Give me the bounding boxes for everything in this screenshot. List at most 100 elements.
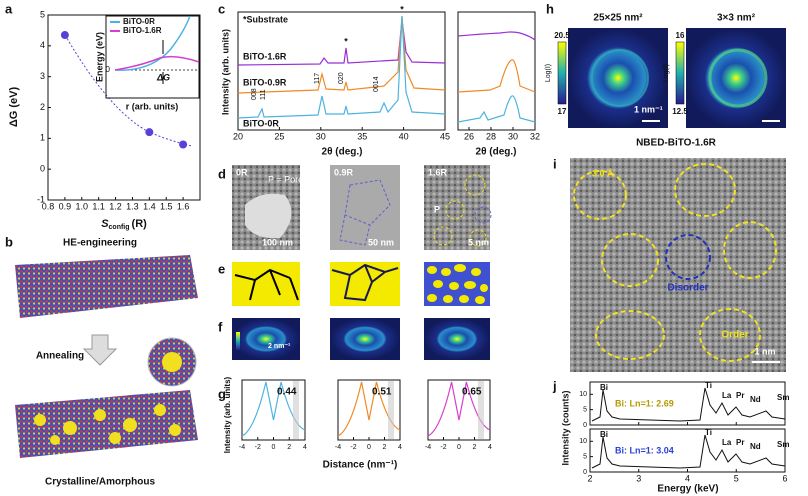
element-label: La bbox=[722, 391, 732, 400]
element-label: Pr bbox=[736, 438, 744, 447]
y-tick-label: 5 bbox=[583, 453, 587, 460]
x-tick-label: 1.2 bbox=[109, 201, 122, 211]
inset-curve bbox=[114, 15, 191, 71]
x-tick-label: -4 bbox=[335, 444, 341, 451]
x-tick-label: 25 bbox=[274, 131, 284, 141]
image-label: 1.6R bbox=[428, 167, 448, 177]
x-tick-label: 2 bbox=[287, 444, 291, 451]
image-title: 25×25 nm² bbox=[593, 13, 643, 24]
arrow bbox=[82, 334, 118, 366]
panel-label: c bbox=[218, 1, 225, 16]
value-label: 0.44 bbox=[277, 387, 297, 398]
panel-e bbox=[232, 262, 490, 306]
shade bbox=[388, 381, 394, 439]
x-tick-label: 1.4 bbox=[143, 201, 156, 211]
y-tick-label: 0 bbox=[583, 422, 587, 429]
xrd-curve bbox=[237, 15, 446, 119]
y-axis-label: Intensity (counts) bbox=[560, 390, 570, 465]
element-label: Ti bbox=[705, 381, 712, 390]
x-tick-label: 45 bbox=[440, 131, 450, 141]
annotation: Disorder bbox=[667, 283, 708, 294]
panel-i: 3.0 Å Disorder Order 1 nm bbox=[570, 158, 786, 372]
panel-label: b bbox=[5, 234, 13, 249]
star: * bbox=[400, 4, 404, 14]
panel-label: j bbox=[552, 378, 557, 393]
eds-spectrum bbox=[591, 387, 786, 422]
colorbar bbox=[557, 41, 567, 105]
x-tick-label: 0 bbox=[272, 444, 276, 451]
diffraction-image bbox=[330, 318, 400, 360]
element-label: Nd bbox=[750, 395, 761, 404]
tem-image bbox=[330, 165, 400, 250]
panel-d: 0R P = Pore 100 nm 0.9R 50 nm 1.6R P 5 n… bbox=[232, 165, 492, 250]
x-tick-label: 4 bbox=[398, 444, 402, 451]
x-tick-label: 6 bbox=[782, 473, 787, 483]
plot-frame bbox=[237, 11, 446, 131]
x-axis-label: Sconfig (R) bbox=[101, 218, 147, 231]
panel-b: HE-engineering Annealing Crystalline/Amo… bbox=[15, 238, 198, 488]
panel-g: Intensity (arb. units) Distance (nm⁻¹) 0… bbox=[223, 376, 491, 471]
curve-label: BiTO-0.9R bbox=[243, 77, 287, 87]
panel-label: g bbox=[218, 386, 226, 401]
x-tick-label: 2 bbox=[587, 473, 592, 483]
nbed-image bbox=[568, 28, 668, 128]
panel-c: *Substrate BiTO-1.6R BiTO-0.9R BiTO-0R 0… bbox=[220, 4, 536, 158]
crystals bbox=[34, 404, 181, 445]
element-label: Ti bbox=[705, 428, 712, 437]
label: Crystalline/Amorphous bbox=[45, 477, 155, 488]
x-tick-label: 1.5 bbox=[160, 201, 173, 211]
slab bbox=[15, 255, 198, 318]
plot-frame bbox=[457, 11, 536, 131]
grain bbox=[245, 193, 292, 239]
colorbar bbox=[236, 332, 240, 350]
x-axis-label: 2θ (deg.) bbox=[476, 147, 517, 158]
diffraction-image bbox=[232, 318, 300, 360]
legend-note: *Substrate bbox=[243, 14, 288, 24]
peak-label: 008 bbox=[251, 88, 258, 100]
y-tick-label: 4 bbox=[40, 40, 45, 50]
scale-label: 1 nm bbox=[754, 346, 775, 356]
inset-frame bbox=[105, 15, 200, 99]
legend-label: BiTO-1.6R bbox=[123, 26, 162, 35]
colorbar-label: Log(I) bbox=[545, 64, 552, 82]
x-tick-label: 1.3 bbox=[126, 201, 139, 211]
colorbar bbox=[675, 41, 685, 105]
x-tick-label: -2 bbox=[255, 444, 261, 451]
peak-label: 111 bbox=[260, 89, 267, 100]
x-tick-label: -2 bbox=[350, 444, 356, 451]
tem-image bbox=[424, 165, 490, 250]
x-tick-label: 0 bbox=[457, 444, 461, 451]
curve-label: BiTO-1.6R bbox=[243, 51, 287, 61]
element-label: Nd bbox=[750, 442, 761, 451]
label: HE-engineering bbox=[63, 238, 137, 249]
crystal bbox=[162, 352, 182, 372]
panel-label: i bbox=[553, 156, 557, 171]
grains bbox=[427, 264, 488, 304]
x-axis-label: Distance (nm⁻¹) bbox=[323, 460, 398, 471]
x-tick-label: 1.1 bbox=[92, 201, 105, 211]
peak-label: 0014 bbox=[373, 76, 380, 92]
inset-curve bbox=[114, 55, 200, 71]
y-tick-label: 5 bbox=[583, 406, 587, 413]
element-label: Sm bbox=[777, 393, 789, 402]
element-label: La bbox=[722, 438, 732, 447]
colorbar-tick: 12.5 bbox=[672, 107, 688, 116]
grain-circle bbox=[474, 206, 492, 224]
legend-label: BiTO-0R bbox=[123, 17, 155, 26]
xrd-curve bbox=[237, 15, 446, 94]
annotation: 3.0 Å bbox=[592, 168, 614, 178]
x-tick-label: 28 bbox=[486, 131, 496, 141]
schematic bbox=[232, 262, 300, 306]
x-tick-label: 1.0 bbox=[76, 201, 89, 211]
ratio-label: Bi: Ln=1: 2.69 bbox=[615, 398, 674, 408]
y-tick-label: 1 bbox=[40, 133, 45, 143]
ratio-label: Bi: Ln=1: 3.04 bbox=[615, 445, 674, 455]
x-tick-label: 4 bbox=[685, 473, 690, 483]
x-axis-label-sub: config bbox=[109, 224, 130, 231]
colorbar-tick: 17 bbox=[558, 107, 567, 116]
y-tick-label: 10 bbox=[579, 391, 587, 398]
y-tick-label: -1 bbox=[37, 194, 45, 204]
caption: NBED-BiTO-1.6R bbox=[636, 138, 717, 149]
scale-label: 5 nm bbox=[468, 237, 489, 247]
y-tick-label: 5 bbox=[40, 9, 45, 19]
